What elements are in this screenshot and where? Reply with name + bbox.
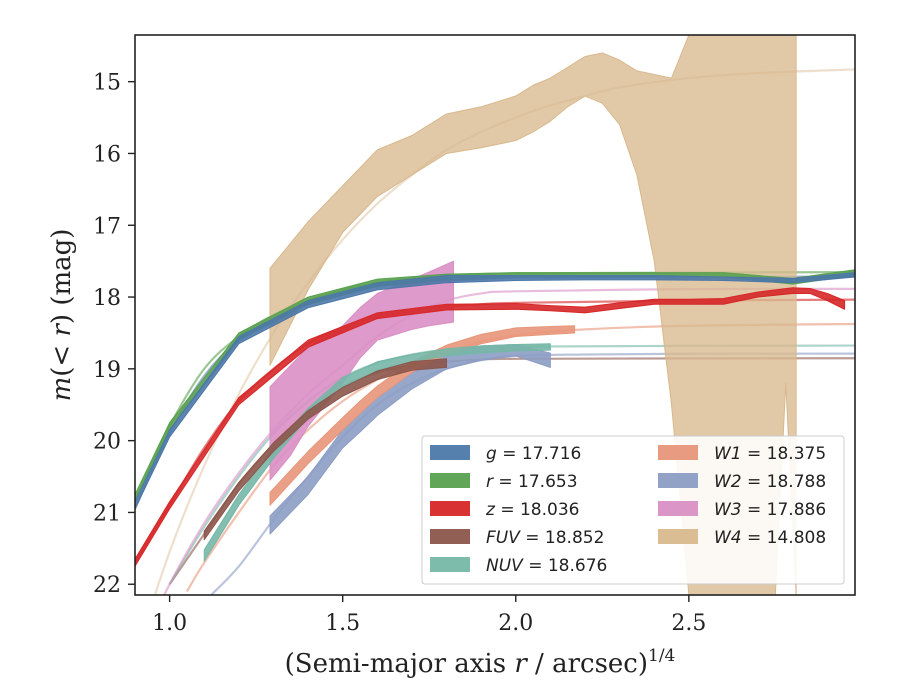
legend-swatch-r xyxy=(430,473,470,488)
legend-label-w2: W2 = 18.788 xyxy=(714,472,826,492)
legend-frame xyxy=(421,435,845,585)
data-band-w3 xyxy=(269,260,454,481)
legend-swatch-w2 xyxy=(658,473,698,488)
x-axis-label: (Semi-major axis r / arcsec)1/4 xyxy=(285,646,676,679)
legend-label-nuv: NUV = 18.676 xyxy=(486,556,607,576)
x-tick-label: 2.5 xyxy=(671,611,706,636)
x-tick-label: 1.5 xyxy=(325,611,360,636)
legend-swatch-nuv xyxy=(430,557,470,572)
y-axis: 15 16 17 18 19 20 21 22 xyxy=(93,71,135,598)
y-tick-label: 18 xyxy=(93,286,121,311)
legend-label-g: g = 17.716 xyxy=(486,444,581,464)
legend-swatch-w1 xyxy=(658,445,698,460)
data-band-fuv xyxy=(203,358,448,541)
legend-label-r: r = 17.653 xyxy=(486,472,578,492)
legend-swatch-w4 xyxy=(658,529,698,544)
y-tick-label: 19 xyxy=(93,358,121,383)
data-band-w4 xyxy=(269,35,797,595)
data-band-z xyxy=(135,287,846,567)
y-tick-label: 16 xyxy=(93,142,121,167)
legend-label-w4: W4 = 14.808 xyxy=(714,528,826,548)
x-axis: 1.0 1.5 2.0 2.5 xyxy=(152,595,706,636)
x-tick-label: 1.0 xyxy=(152,611,187,636)
x-tick-label: 2.0 xyxy=(498,611,533,636)
y-axis-label: m(< r) (mag) xyxy=(47,229,77,402)
y-tick-label: 15 xyxy=(93,71,121,96)
data-bands xyxy=(135,35,855,595)
legend-label-w3: W3 = 17.886 xyxy=(714,500,826,520)
legend-label-w1: W1 = 18.375 xyxy=(714,444,826,464)
y-tick-label: 17 xyxy=(93,214,121,239)
legend-label-fuv: FUV = 18.852 xyxy=(486,528,604,548)
data-band-g xyxy=(135,272,855,510)
y-tick-label: 20 xyxy=(93,430,121,455)
legend: g = 17.716 r = 17.653 z = 18.036 FUV = 18.8… xyxy=(421,435,845,585)
legend-swatch-z xyxy=(430,501,470,516)
plot-frame xyxy=(134,34,856,596)
data-band-nuv xyxy=(203,343,551,562)
y-tick-label: 22 xyxy=(93,573,121,598)
legend-swatch-fuv xyxy=(430,529,470,544)
legend-label-z: z = 18.036 xyxy=(485,500,579,520)
legend-swatch-w3 xyxy=(658,501,698,516)
legend-swatch-g xyxy=(430,445,470,460)
y-tick-label: 21 xyxy=(93,501,121,526)
